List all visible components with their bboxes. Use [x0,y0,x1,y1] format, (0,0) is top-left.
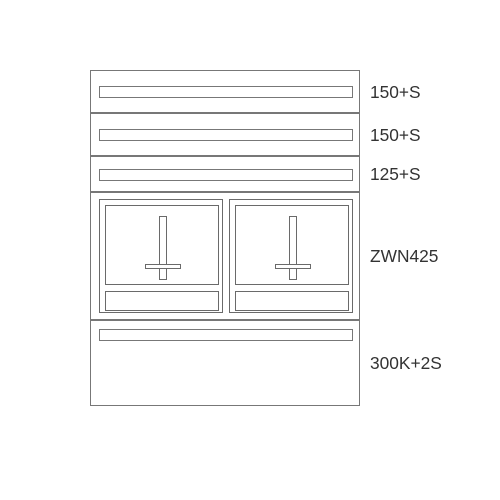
panel-row-300k2s [90,320,360,406]
meter-base-1 [105,291,219,311]
meter-hbar-1 [145,264,181,269]
meter-unit-1 [99,199,223,313]
label-row-300k2s: 300K+2S [370,353,442,374]
meter-base-2 [235,291,349,311]
meter-vbar-1 [159,216,167,280]
meter-hbar-2 [275,264,311,269]
label-row-150s-b: 150+S [370,125,421,146]
slot-row-150s-b [99,129,353,141]
slot-row-300k2s [99,329,353,341]
label-row-125s: 125+S [370,164,421,185]
diagram-stage: 150+S 150+S 125+S ZWN425 300K+2S [0,0,500,500]
meter-vbar-2 [289,216,297,280]
panel-row-150s-b [90,113,360,156]
label-row-150s-a: 150+S [370,82,421,103]
panel-row-150s-a [90,70,360,113]
meter-frame-2 [235,205,349,285]
panel-row-zwn425 [90,192,360,320]
meter-frame-1 [105,205,219,285]
slot-row-125s [99,169,353,181]
slot-row-150s-a [99,86,353,98]
panel-row-125s [90,156,360,192]
meter-unit-2 [229,199,353,313]
label-row-zwn425: ZWN425 [370,246,438,267]
